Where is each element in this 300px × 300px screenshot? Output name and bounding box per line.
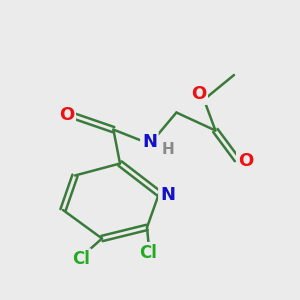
Text: O: O	[191, 85, 206, 103]
Text: N: N	[142, 133, 157, 151]
Text: Cl: Cl	[140, 244, 158, 262]
Text: Cl: Cl	[72, 250, 90, 268]
Text: O: O	[238, 152, 253, 170]
Text: H: H	[162, 142, 174, 157]
Text: N: N	[160, 186, 175, 204]
Text: O: O	[59, 106, 74, 124]
